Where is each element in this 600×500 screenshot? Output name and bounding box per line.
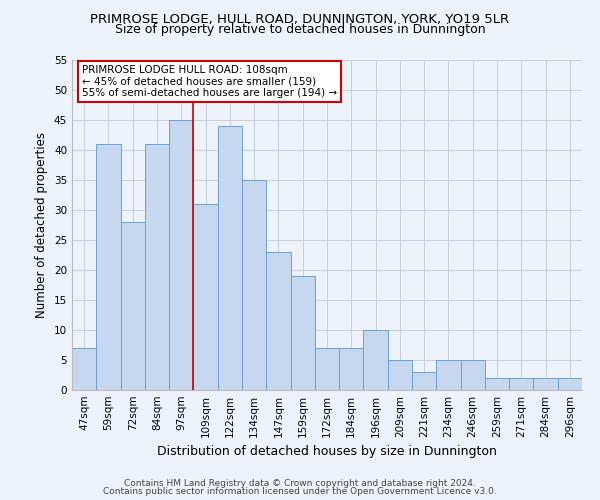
Bar [193,204,218,390]
Bar [364,330,388,390]
Bar [169,120,193,390]
Bar [436,360,461,390]
Y-axis label: Number of detached properties: Number of detached properties [35,132,49,318]
Bar [290,276,315,390]
Text: PRIMROSE LODGE HULL ROAD: 108sqm
← 45% of detached houses are smaller (159)
55% : PRIMROSE LODGE HULL ROAD: 108sqm ← 45% o… [82,65,337,98]
Text: Contains public sector information licensed under the Open Government Licence v3: Contains public sector information licen… [103,487,497,496]
Bar [412,372,436,390]
Bar [558,378,582,390]
Bar [242,180,266,390]
Bar [218,126,242,390]
Bar [533,378,558,390]
Text: Size of property relative to detached houses in Dunnington: Size of property relative to detached ho… [115,22,485,36]
Bar [315,348,339,390]
X-axis label: Distribution of detached houses by size in Dunnington: Distribution of detached houses by size … [157,446,497,458]
Text: PRIMROSE LODGE, HULL ROAD, DUNNINGTON, YORK, YO19 5LR: PRIMROSE LODGE, HULL ROAD, DUNNINGTON, Y… [91,12,509,26]
Bar [96,144,121,390]
Bar [339,348,364,390]
Bar [509,378,533,390]
Bar [72,348,96,390]
Bar [121,222,145,390]
Bar [485,378,509,390]
Text: Contains HM Land Registry data © Crown copyright and database right 2024.: Contains HM Land Registry data © Crown c… [124,478,476,488]
Bar [145,144,169,390]
Bar [266,252,290,390]
Bar [461,360,485,390]
Bar [388,360,412,390]
